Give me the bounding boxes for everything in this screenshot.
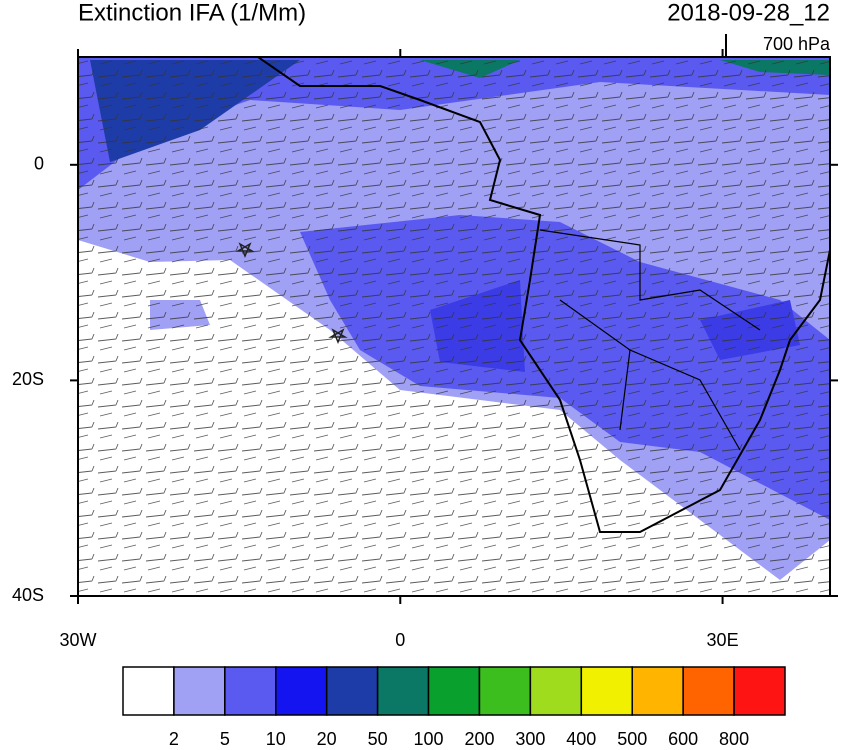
map-field: [78, 57, 830, 596]
colorbar-label: 5: [220, 729, 230, 749]
colorbar-box: [275, 666, 328, 716]
colorbar-label: 10: [266, 729, 286, 749]
colorbar-label: 600: [668, 729, 698, 749]
colorbar-box: [733, 666, 786, 716]
y-tick-label: 0: [34, 154, 44, 174]
colorbar-label: 200: [464, 729, 494, 749]
colorbar-label: 800: [719, 729, 749, 749]
map-date: 2018-09-28_12: [667, 0, 830, 26]
colorbar-box: [122, 666, 175, 716]
y-tick-label: 40S: [12, 585, 44, 605]
colorbar-label: 500: [617, 729, 647, 749]
colorbar-box: [682, 666, 735, 716]
colorbar-box: [325, 666, 379, 716]
colorbar-box: [224, 666, 277, 716]
colorbar-box: [376, 666, 430, 716]
colorbar-label: 50: [368, 729, 388, 749]
colorbar-box: [173, 666, 226, 716]
map-level: 700 hPa: [763, 34, 831, 54]
colorbar-box: [529, 666, 583, 716]
x-tick-label: 0: [395, 630, 405, 650]
colorbar-box: [478, 666, 532, 716]
colorbar-label: 20: [317, 729, 337, 749]
colorbar-label: 2: [169, 729, 179, 749]
colorbar-label: 100: [414, 729, 444, 749]
colorbar-label: 400: [566, 729, 596, 749]
x-tick-label: 30W: [59, 630, 96, 650]
y-tick-label: 20S: [12, 369, 44, 389]
x-tick-label: 30E: [707, 630, 739, 650]
colorbar-label: 300: [515, 729, 545, 749]
colorbar-box: [427, 666, 481, 716]
colorbar-box: [631, 666, 684, 716]
map-title: Extinction IFA (1/Mm): [78, 0, 306, 26]
colorbar-box: [580, 666, 633, 716]
map-frame: [77, 56, 831, 597]
